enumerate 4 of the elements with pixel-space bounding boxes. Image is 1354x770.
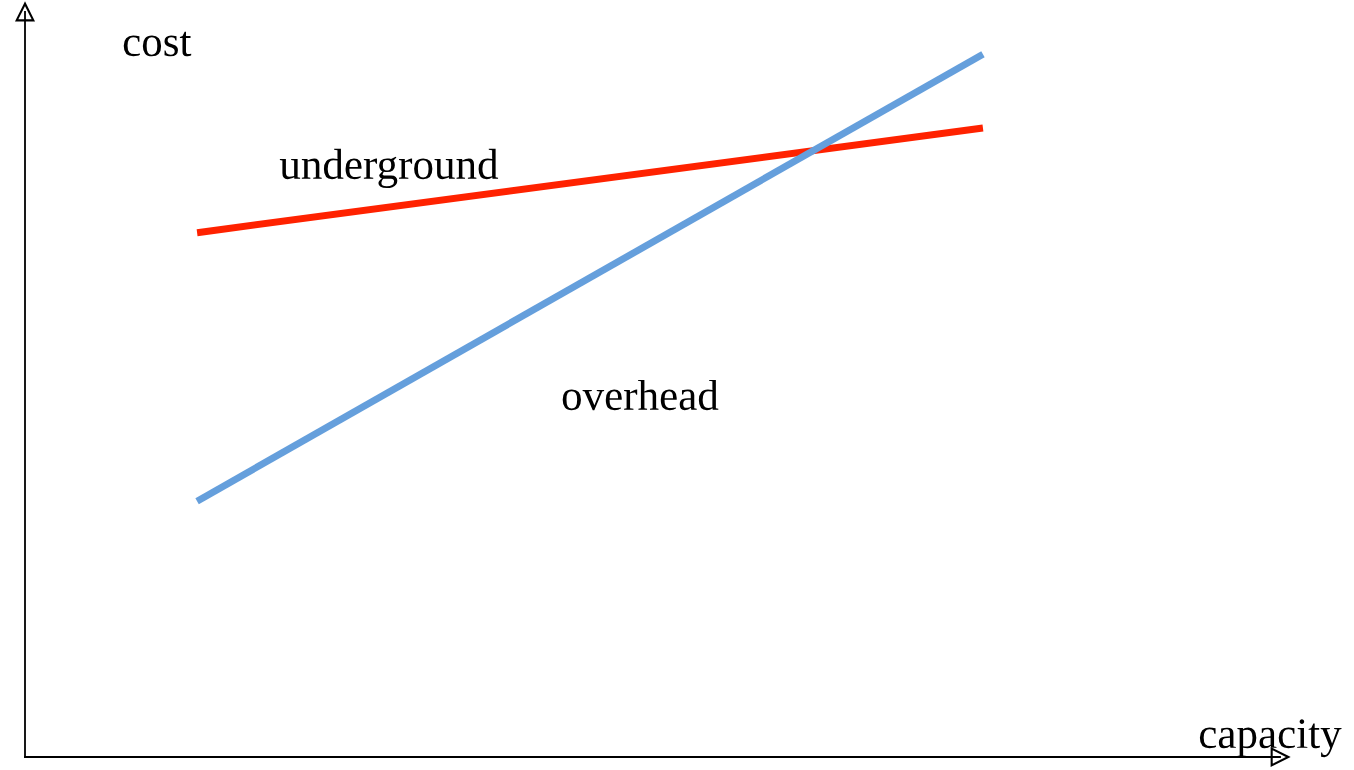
x-axis-title: capacity <box>1199 719 1342 758</box>
y-axis-title: cost <box>123 31 192 57</box>
series-label: underground <box>279 148 499 189</box>
series-label: overhead <box>562 379 719 411</box>
